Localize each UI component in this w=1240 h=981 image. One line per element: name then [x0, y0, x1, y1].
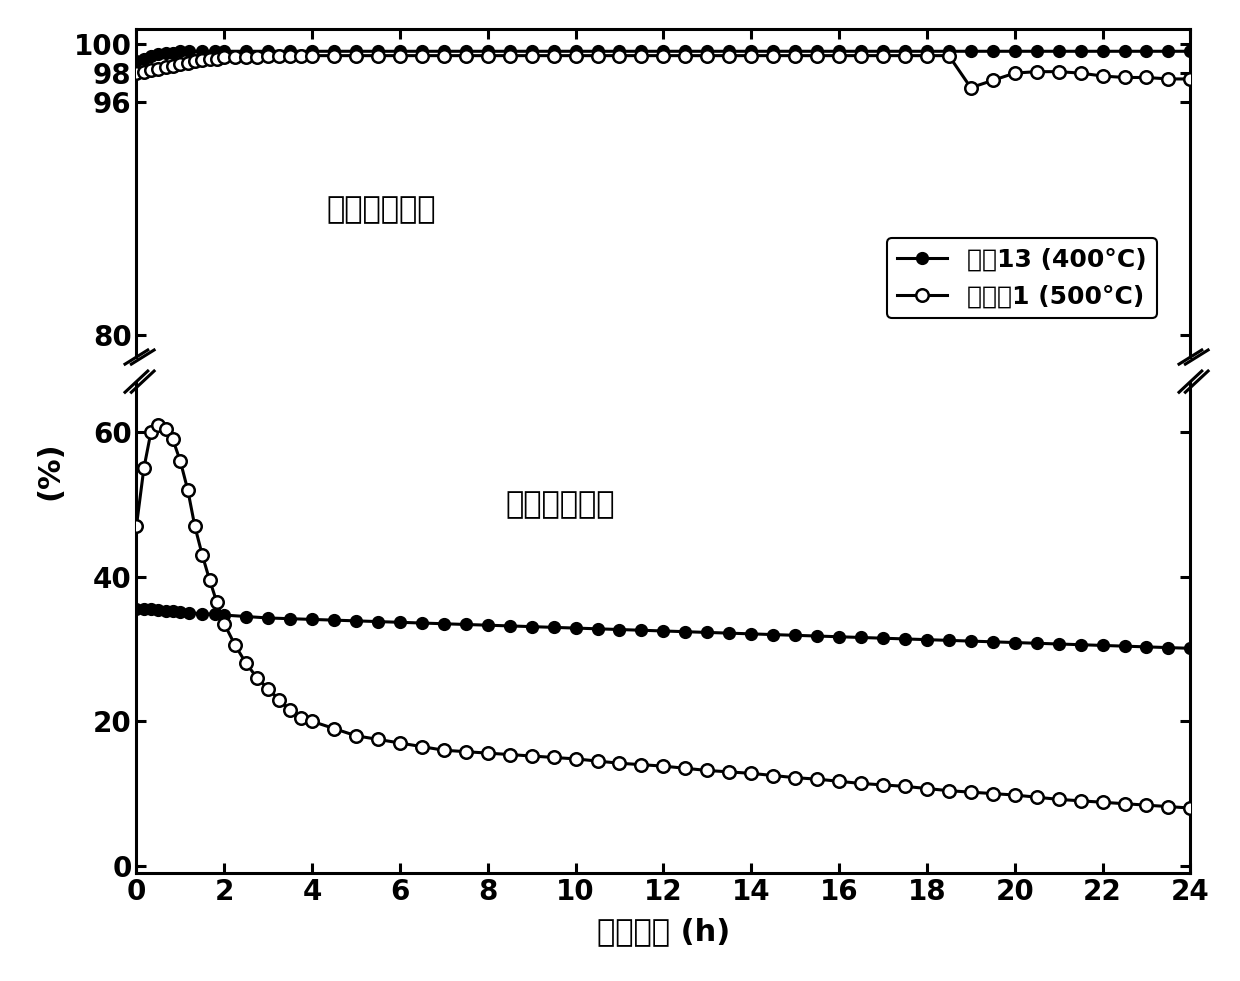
- Text: 异丁烯选择性: 异丁烯选择性: [326, 195, 435, 224]
- 对比例1 (500°C): [217, 51, 232, 63]
- 对比例1 (500°C): [963, 81, 978, 93]
- 实例13 (400°C): [181, 45, 196, 57]
- 实例13 (400°C): [1183, 45, 1198, 57]
- 对比例1 (500°C): [1052, 66, 1066, 77]
- 对比例1 (500°C): [678, 50, 693, 62]
- 实例13 (400°C): [129, 56, 144, 68]
- 实例13 (400°C): [459, 45, 474, 57]
- 实例13 (400°C): [1073, 45, 1087, 57]
- X-axis label: 反应时间 (h): 反应时间 (h): [596, 917, 730, 946]
- 对比例1 (500°C): [348, 50, 363, 62]
- Legend: 实例13 (400°C), 对比例1 (500°C): 实例13 (400°C), 对比例1 (500°C): [887, 237, 1157, 319]
- 对比例1 (500°C): [239, 51, 254, 63]
- Text: 异丁烷转化率: 异丁烷转化率: [506, 490, 615, 519]
- Line: 实例13 (400°C): 实例13 (400°C): [131, 46, 1195, 67]
- 实例13 (400°C): [305, 45, 320, 57]
- 实例13 (400°C): [1161, 45, 1176, 57]
- Text: (%): (%): [35, 441, 64, 500]
- 对比例1 (500°C): [260, 50, 275, 62]
- 对比例1 (500°C): [129, 68, 144, 79]
- 实例13 (400°C): [239, 45, 254, 57]
- 对比例1 (500°C): [1183, 73, 1198, 84]
- 实例13 (400°C): [172, 45, 187, 57]
- Line: 对比例1 (500°C): 对比例1 (500°C): [130, 49, 1197, 94]
- 对比例1 (500°C): [590, 50, 605, 62]
